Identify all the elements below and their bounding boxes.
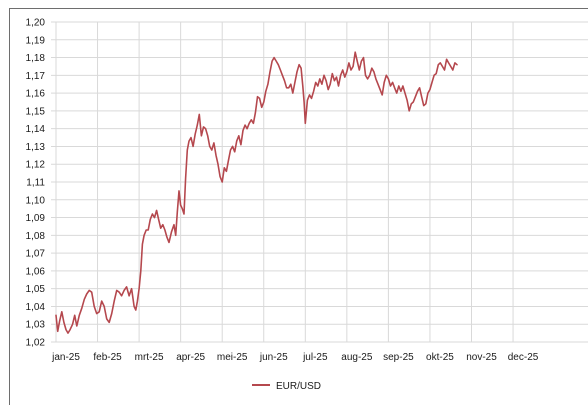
x-tick-label: apr-25 xyxy=(176,352,205,363)
y-tick-label: 1,18 xyxy=(26,53,46,64)
y-tick-label: 1,17 xyxy=(26,71,46,82)
y-tick-label: 1,16 xyxy=(26,89,46,100)
x-axis-ticks: jan-25 feb-25 mrt-25 apr-25 mei-25 jun-25 jul-… xyxy=(51,352,539,363)
y-tick-label: 1,07 xyxy=(26,249,46,260)
y-tick-label: 1,02 xyxy=(26,338,46,349)
y-tick-label: 1,12 xyxy=(26,160,46,171)
series-line-eur-usd xyxy=(55,51,458,334)
y-tick-label: 1,08 xyxy=(26,231,46,242)
y-tick-label: 1,03 xyxy=(26,320,46,331)
y-tick-label: 1,15 xyxy=(26,106,46,117)
x-tick-label: nov-25 xyxy=(466,352,497,363)
chart-frame: 1,02 1,03 1,04 1,05 1,06 1,07 1,08 1,09 1,10 1,11… xyxy=(9,8,588,405)
y-tick-label: 1,19 xyxy=(26,35,46,46)
legend: EUR/USD xyxy=(252,381,321,392)
line-chart: 1,02 1,03 1,04 1,05 1,06 1,07 1,08 1,09 1,10 1,11… xyxy=(26,18,588,392)
y-tick-label: 1,10 xyxy=(26,195,46,206)
x-tick-label: jan-25 xyxy=(51,352,80,363)
y-tick-label: 1,05 xyxy=(26,284,46,295)
x-tick-label: jun-25 xyxy=(259,352,288,363)
x-tick-label: jul-25 xyxy=(302,352,328,363)
x-tick-label: mei-25 xyxy=(217,352,248,363)
y-tick-label: 1,20 xyxy=(26,18,46,29)
y-tick-label: 1,04 xyxy=(26,302,46,313)
x-tick-label: dec-25 xyxy=(508,352,539,363)
grid-lines xyxy=(51,21,588,343)
x-tick-label: aug-25 xyxy=(341,352,373,363)
y-tick-label: 1,06 xyxy=(26,266,46,277)
y-axis-ticks: 1,02 1,03 1,04 1,05 1,06 1,07 1,08 1,09 1,10 1,11… xyxy=(26,18,46,349)
y-tick-label: 1,14 xyxy=(26,124,46,135)
x-tick-label: sep-25 xyxy=(383,352,414,363)
y-tick-label: 1,11 xyxy=(26,178,45,189)
x-tick-label: okt-25 xyxy=(426,352,454,363)
legend-label-eur-usd: EUR/USD xyxy=(276,381,321,392)
x-tick-label: mrt-25 xyxy=(135,352,164,363)
x-tick-label: feb-25 xyxy=(93,352,122,363)
y-tick-label: 1,09 xyxy=(26,213,46,224)
y-tick-label: 1,13 xyxy=(26,142,46,153)
